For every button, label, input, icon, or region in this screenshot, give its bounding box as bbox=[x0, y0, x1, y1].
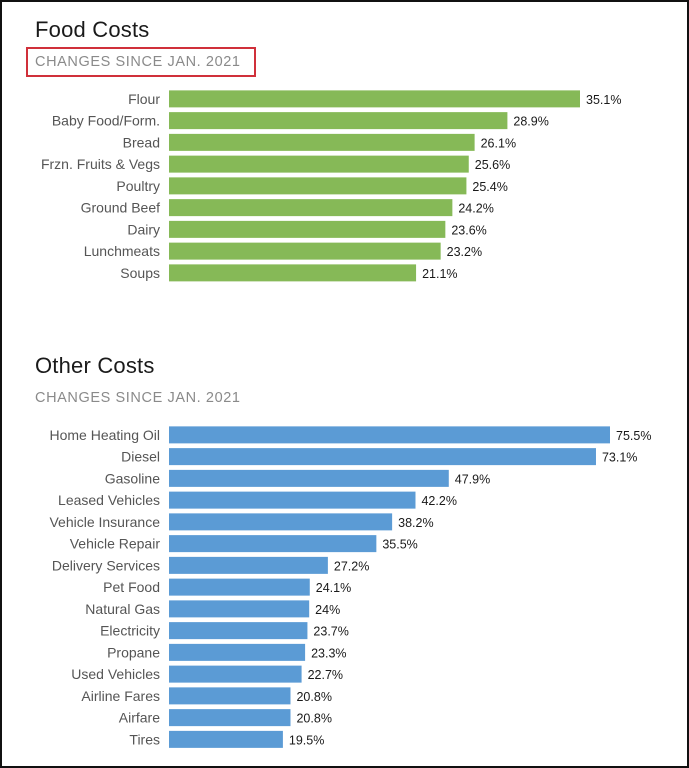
category-label: Used Vehicles bbox=[71, 666, 160, 682]
value-label: 38.2% bbox=[398, 516, 433, 530]
value-label: 20.8% bbox=[296, 690, 331, 704]
bar bbox=[169, 709, 291, 727]
bar bbox=[169, 665, 302, 683]
bar bbox=[169, 112, 508, 130]
category-label: Delivery Services bbox=[52, 557, 160, 573]
category-label: Vehicle Repair bbox=[70, 536, 161, 552]
value-label: 47.9% bbox=[455, 472, 490, 486]
bar bbox=[169, 687, 291, 705]
bar bbox=[169, 155, 469, 173]
category-label: Leased Vehicles bbox=[58, 492, 160, 508]
bar bbox=[169, 491, 416, 509]
value-label: 24.1% bbox=[316, 581, 351, 595]
category-label: Frzn. Fruits & Vegs bbox=[41, 156, 160, 172]
value-label: 26.1% bbox=[481, 136, 516, 150]
value-label: 28.9% bbox=[513, 115, 548, 129]
food-costs-title: Food Costs bbox=[35, 17, 150, 42]
category-label: Dairy bbox=[127, 221, 160, 237]
bar bbox=[169, 578, 310, 596]
bar bbox=[169, 535, 377, 553]
value-label: 19.5% bbox=[289, 733, 324, 747]
bar bbox=[169, 220, 446, 238]
category-label: Airline Fares bbox=[81, 688, 160, 704]
bar bbox=[169, 242, 441, 260]
category-label: Baby Food/Form. bbox=[52, 113, 160, 129]
value-label: 23.2% bbox=[447, 245, 482, 259]
value-label: 73.1% bbox=[602, 451, 637, 465]
category-label: Soups bbox=[120, 265, 160, 281]
bar bbox=[169, 600, 310, 618]
value-label: 35.1% bbox=[586, 93, 621, 107]
value-label: 27.2% bbox=[334, 559, 369, 573]
other-costs-title: Other Costs bbox=[35, 353, 155, 378]
category-label: Pet Food bbox=[103, 579, 160, 595]
bar bbox=[169, 513, 393, 531]
value-label: 75.5% bbox=[616, 429, 651, 443]
bar bbox=[169, 199, 453, 217]
category-label: Vehicle Insurance bbox=[49, 514, 160, 530]
category-label: Bread bbox=[123, 134, 160, 150]
category-label: Flour bbox=[128, 91, 160, 107]
subtitle-highlight-box bbox=[26, 47, 256, 77]
value-label: 24.2% bbox=[458, 202, 493, 216]
category-label: Poultry bbox=[116, 178, 160, 194]
bar bbox=[169, 426, 610, 444]
category-label: Diesel bbox=[121, 449, 160, 465]
value-label: 23.7% bbox=[313, 625, 348, 639]
category-label: Lunchmeats bbox=[84, 243, 160, 259]
value-label: 22.7% bbox=[308, 668, 343, 682]
bar bbox=[169, 133, 475, 151]
value-label: 42.2% bbox=[421, 494, 456, 508]
value-label: 25.6% bbox=[475, 158, 510, 172]
value-label: 35.5% bbox=[382, 538, 417, 552]
category-label: Natural Gas bbox=[85, 601, 160, 617]
food-costs-bar-chart: Flour 35.1% Baby Food/Form. 28.9% Bread 26.1%… bbox=[41, 90, 621, 282]
category-label: Electricity bbox=[100, 623, 160, 639]
bar bbox=[169, 264, 417, 282]
value-label: 21.1% bbox=[422, 267, 457, 281]
value-label: 23.3% bbox=[311, 646, 346, 660]
category-label: Ground Beef bbox=[81, 200, 160, 216]
value-label: 24% bbox=[315, 603, 340, 617]
bar bbox=[169, 448, 596, 466]
category-label: Gasoline bbox=[105, 470, 160, 486]
bar bbox=[169, 469, 449, 487]
food-costs-subtitle: CHANGES SINCE JAN. 2021 bbox=[35, 54, 241, 70]
bar bbox=[169, 730, 283, 748]
category-label: Tires bbox=[129, 731, 160, 747]
other-costs-subtitle: CHANGES SINCE JAN. 2021 bbox=[35, 390, 241, 406]
value-label: 25.4% bbox=[472, 180, 507, 194]
value-label: 20.8% bbox=[296, 712, 331, 726]
value-label: 23.6% bbox=[451, 223, 486, 237]
bar bbox=[169, 90, 580, 108]
other-costs-bar-chart: Home Heating Oil 75.5% Diesel 73.1% Gasoline… bbox=[49, 426, 651, 748]
category-label: Home Heating Oil bbox=[50, 427, 161, 443]
bar bbox=[169, 643, 306, 661]
bar bbox=[169, 622, 308, 640]
bar bbox=[169, 556, 328, 574]
bar bbox=[169, 177, 467, 195]
category-label: Propane bbox=[107, 644, 160, 660]
category-label: Airfare bbox=[119, 710, 160, 726]
